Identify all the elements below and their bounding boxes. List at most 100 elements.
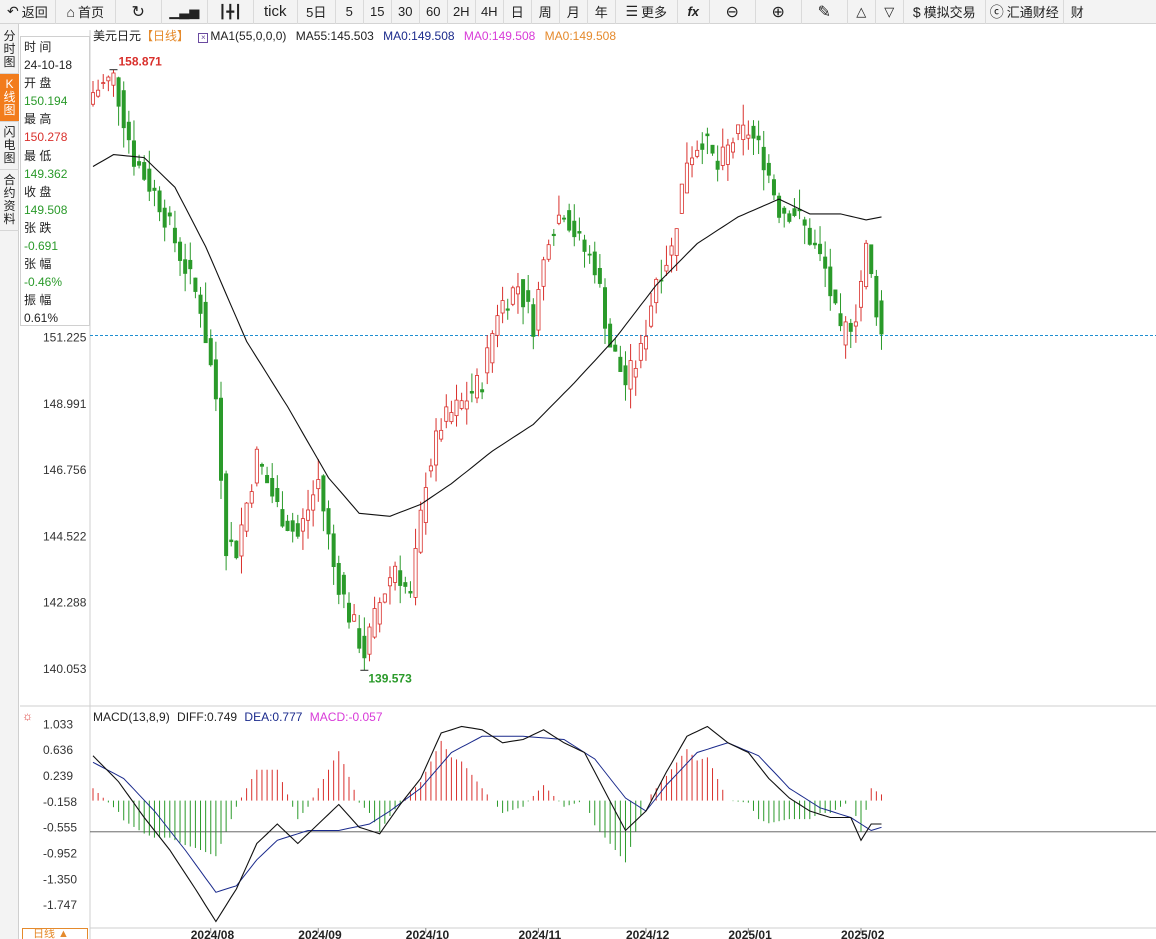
candle-body — [183, 259, 188, 274]
period-week[interactable]: 周 — [532, 0, 560, 24]
macd-settings-icon[interactable]: ☼ — [22, 709, 33, 723]
time-label: 时 间 — [24, 40, 52, 54]
candle-body — [275, 488, 280, 503]
candle-body — [285, 520, 290, 531]
macd-tick-label: 0.239 — [43, 769, 73, 783]
tab-contract[interactable]: 合约资料 — [0, 170, 19, 231]
candle-body — [828, 266, 833, 297]
candle-body — [592, 251, 597, 276]
candle-body — [218, 397, 223, 481]
candle-body — [229, 539, 234, 543]
candle-body — [679, 183, 684, 214]
period-selector[interactable]: 日线 ▲ — [22, 928, 88, 939]
candle-body — [131, 140, 136, 167]
time-tick-label: 2025/02 — [841, 928, 885, 939]
time-tick-label: 2024/12 — [626, 928, 670, 939]
legend-ma0-b: MA0:149.508 — [463, 29, 536, 43]
period-15[interactable]: 15 — [364, 0, 392, 24]
candle-body — [387, 577, 392, 587]
zoom-out-button[interactable]: ⊖ — [710, 0, 756, 24]
candle-body — [572, 220, 577, 238]
candle-body — [234, 540, 239, 559]
legend-period[interactable]: 【日线】 — [141, 29, 190, 43]
candle-body — [167, 212, 172, 217]
candle-body — [178, 241, 183, 261]
candle-body — [741, 124, 746, 141]
draw-up-button[interactable]: △ — [848, 0, 876, 24]
indicator-settings-icon[interactable]: × — [198, 33, 209, 43]
macd-tick-label: -1.747 — [43, 898, 77, 912]
legend-ma55: MA55:145.503 — [295, 29, 374, 43]
chart-type-button[interactable]: ▁▃▅ — [162, 0, 208, 24]
finance-button[interactable]: 财 — [1070, 5, 1084, 20]
price-tick-label: 148.991 — [43, 397, 87, 411]
sim-trade-button[interactable]: $ 模拟交易 — [904, 0, 986, 24]
home-icon: ⌂ — [66, 3, 75, 20]
candle-body — [290, 520, 295, 532]
zoom-in-button[interactable]: ⊕ — [756, 0, 802, 24]
candle-body — [172, 227, 177, 244]
candle-body — [618, 356, 623, 372]
macd-value: MACD:-0.057 — [309, 710, 383, 724]
candle-body — [280, 509, 285, 527]
draw-line-button[interactable]: ✎ — [802, 0, 848, 24]
huitong-button[interactable]: ⓒ 汇通财经 — [986, 0, 1064, 24]
back-button[interactable]: ↶ 返回 — [0, 0, 56, 24]
candle-body — [684, 162, 689, 194]
formula-button[interactable]: fx — [678, 0, 710, 24]
price-tick-label: 144.522 — [43, 529, 87, 543]
candle-body — [843, 321, 848, 346]
candle-body — [403, 582, 408, 587]
period-month[interactable]: 月 — [560, 0, 588, 24]
period-day[interactable]: 日 — [504, 0, 532, 24]
period-2h[interactable]: 2H — [448, 0, 476, 24]
candle-body — [193, 277, 198, 292]
candle-body — [326, 508, 331, 535]
candle-body — [295, 523, 300, 537]
draw-down-button[interactable]: ▽ — [876, 0, 904, 24]
price-tick-label: 151.225 — [43, 331, 87, 345]
candle-body — [91, 92, 96, 105]
candle-body — [203, 301, 208, 344]
candle-body — [736, 124, 741, 134]
candle-body — [761, 146, 766, 171]
period-year[interactable]: 年 — [588, 0, 616, 24]
candle-body — [352, 614, 357, 622]
candle-style-button[interactable]: ┃╋┃ — [208, 0, 254, 24]
candle-body — [700, 143, 705, 150]
candle-body — [782, 207, 787, 214]
candle-body — [505, 308, 510, 311]
candle-body — [224, 473, 229, 557]
home-button[interactable]: ⌂ 首页 — [56, 0, 116, 24]
candle-body — [306, 509, 311, 521]
tab-timeshare[interactable]: 分时图 — [0, 24, 19, 74]
period-60[interactable]: 60 — [420, 0, 448, 24]
candle-body — [418, 509, 423, 553]
tab-flash[interactable]: 闪电图 — [0, 122, 19, 170]
low-price-label: 139.573 — [368, 671, 412, 685]
candle-body — [367, 626, 372, 655]
candle-body — [628, 360, 633, 390]
candle-body — [490, 333, 495, 364]
period-4h[interactable]: 4H — [476, 0, 504, 24]
five-day-button[interactable]: 5日 — [298, 0, 336, 24]
period-30[interactable]: 30 — [392, 0, 420, 24]
open-value: 150.194 — [24, 94, 68, 109]
candle-body — [126, 121, 131, 141]
period-5[interactable]: 5 — [336, 0, 364, 24]
candle-body — [188, 259, 193, 270]
tick-button[interactable]: tick — [254, 0, 298, 24]
candle-body — [464, 400, 469, 410]
candle-body — [613, 344, 618, 352]
candle-body — [731, 142, 736, 153]
macd-tick-label: 0.636 — [43, 743, 73, 757]
refresh-button[interactable]: ↻ — [116, 0, 162, 24]
candle-body — [756, 135, 761, 141]
tab-kline[interactable]: K线图 — [0, 74, 19, 122]
bar-chart-icon: ▁▃▅ — [169, 3, 200, 19]
candle-body — [413, 548, 418, 598]
more-button[interactable]: ☰ 更多 — [616, 0, 678, 24]
candlestick-icon: ┃╋┃ — [218, 3, 242, 19]
candle-body — [459, 400, 464, 409]
